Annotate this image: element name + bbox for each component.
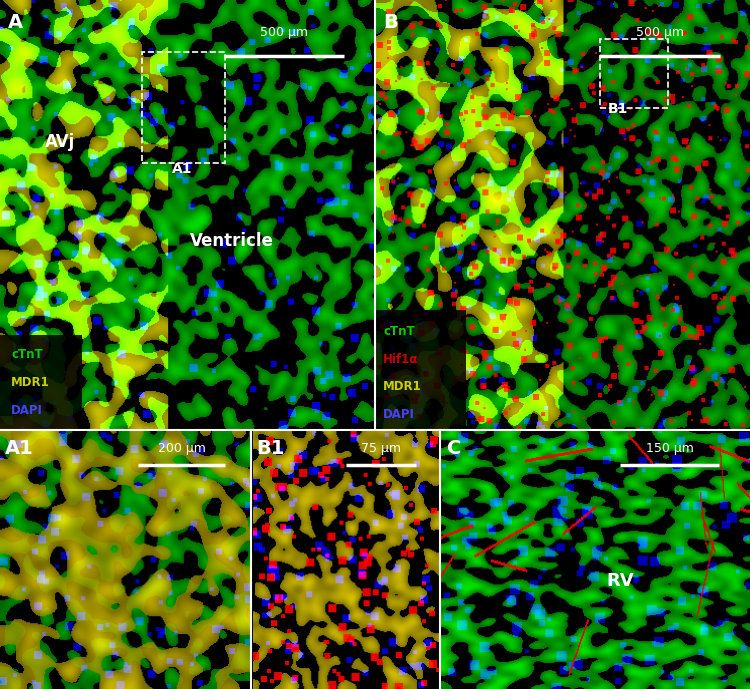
Text: B: B: [383, 13, 398, 32]
Text: 75 μm: 75 μm: [361, 442, 401, 455]
Text: RV: RV: [607, 572, 634, 590]
Text: cTnT: cTnT: [11, 348, 43, 361]
Text: C: C: [447, 439, 461, 458]
Text: 500 μm: 500 μm: [260, 25, 308, 39]
Text: 200 μm: 200 μm: [158, 442, 206, 455]
Text: MDR1: MDR1: [383, 380, 422, 393]
Text: 500 μm: 500 μm: [636, 25, 684, 39]
Text: Ventricle: Ventricle: [190, 232, 274, 250]
Text: 150 μm: 150 μm: [646, 442, 694, 455]
Text: DAPI: DAPI: [11, 404, 43, 417]
Text: MDR1: MDR1: [11, 376, 50, 389]
Text: A1: A1: [5, 439, 34, 458]
Text: Hif1α: Hif1α: [383, 353, 418, 365]
Text: B1: B1: [256, 439, 285, 458]
FancyBboxPatch shape: [376, 309, 466, 430]
Text: A1: A1: [172, 163, 193, 176]
Text: DAPI: DAPI: [383, 409, 415, 422]
Text: B1: B1: [608, 102, 628, 116]
Text: AVj: AVj: [45, 133, 75, 151]
Text: cTnT: cTnT: [383, 325, 415, 338]
Text: A: A: [8, 13, 22, 32]
FancyBboxPatch shape: [0, 336, 82, 430]
